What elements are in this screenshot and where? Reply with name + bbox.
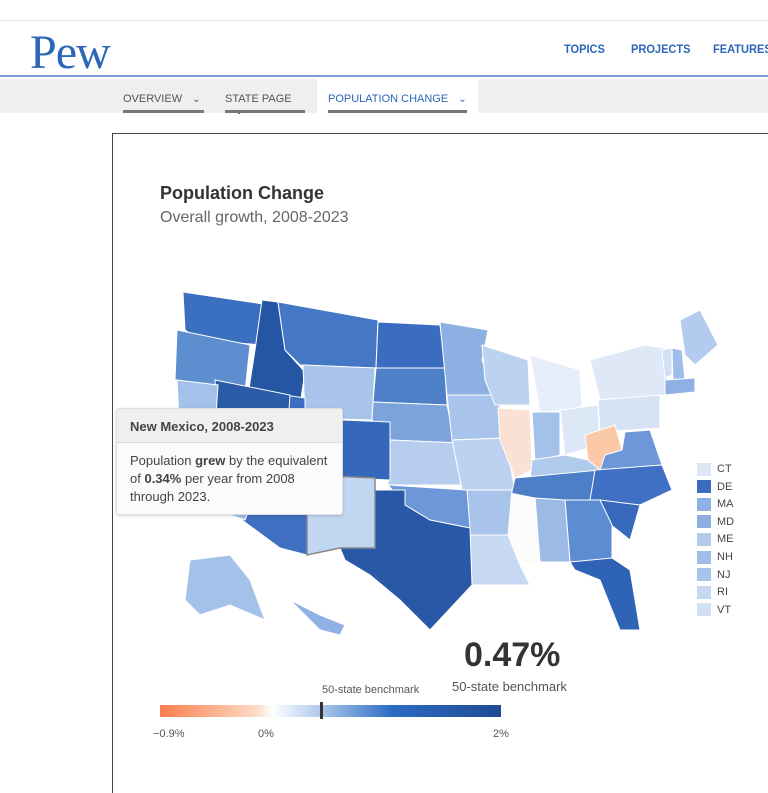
state-ma[interactable] bbox=[664, 377, 696, 396]
legend-item-md[interactable]: MD bbox=[697, 515, 734, 529]
state-ak[interactable] bbox=[184, 554, 266, 621]
scale-min-label: −0.9% bbox=[153, 728, 185, 740]
state-mi[interactable] bbox=[529, 354, 583, 413]
legend-item-de[interactable]: DE bbox=[697, 480, 732, 494]
scale-marker-label: 50-state benchmark bbox=[322, 684, 420, 696]
nav-projects[interactable]: PROJECTS bbox=[631, 42, 691, 56]
color-scale bbox=[160, 705, 501, 717]
legend-swatch bbox=[697, 603, 711, 617]
legend-swatch bbox=[697, 550, 711, 564]
state-in[interactable] bbox=[531, 411, 561, 463]
legend-item-ri[interactable]: RI bbox=[697, 585, 728, 599]
legend-label: VT bbox=[717, 603, 732, 616]
tab-label: STATE PAGE bbox=[225, 93, 292, 105]
state-tooltip: New Mexico, 2008-2023 Population grew by… bbox=[116, 408, 343, 515]
scale-max-label: 2% bbox=[493, 728, 509, 740]
scale-zero-label: 0% bbox=[258, 728, 274, 740]
site-header: Pew TOPICS PROJECTS FEATURES bbox=[0, 21, 768, 79]
tab-label: POPULATION CHANGE bbox=[328, 93, 449, 105]
legend-label: NJ bbox=[717, 568, 731, 581]
chart-title: Population Change bbox=[160, 183, 324, 203]
state-al[interactable] bbox=[534, 497, 571, 563]
benchmark-value: 0.47% bbox=[464, 636, 561, 674]
sub-navigation: OVERVIEW ⌄ STATE PAGE⌄ POPULATION CHANGE ⌄ bbox=[0, 79, 768, 117]
chart-frame bbox=[112, 133, 768, 793]
state-ny[interactable] bbox=[589, 344, 669, 401]
legend-item-me[interactable]: ME bbox=[697, 532, 734, 546]
tooltip-title: New Mexico, 2008-2023 bbox=[117, 409, 342, 443]
state-hi[interactable] bbox=[289, 599, 346, 636]
benchmark-marker bbox=[320, 702, 323, 719]
state-nh[interactable] bbox=[671, 347, 686, 383]
tab-overview[interactable]: OVERVIEW ⌄ bbox=[123, 79, 204, 113]
state-ar[interactable] bbox=[466, 489, 513, 536]
pew-logo[interactable]: Pew bbox=[30, 26, 111, 79]
chart-subtitle: Overall growth, 2008-2023 bbox=[160, 209, 349, 226]
legend-item-vt[interactable]: VT bbox=[697, 603, 731, 617]
legend-swatch bbox=[697, 585, 711, 599]
state-nc[interactable] bbox=[589, 464, 673, 506]
state-nd[interactable] bbox=[375, 321, 446, 369]
tab-label: OVERVIEW bbox=[123, 93, 183, 105]
legend-label: NH bbox=[717, 551, 733, 563]
state-me[interactable] bbox=[679, 309, 719, 366]
legend-swatch bbox=[697, 515, 711, 529]
legend-swatch bbox=[697, 462, 711, 476]
state-vt[interactable] bbox=[661, 347, 673, 379]
state-ga[interactable] bbox=[564, 499, 613, 563]
legend-label: DE bbox=[717, 480, 733, 493]
tab-population-change[interactable]: POPULATION CHANGE ⌄ bbox=[317, 79, 478, 113]
state-mt[interactable] bbox=[277, 301, 379, 369]
state-il[interactable] bbox=[497, 407, 533, 479]
top-divider bbox=[0, 20, 768, 21]
legend-label: MD bbox=[717, 515, 735, 528]
legend-label: MA bbox=[717, 498, 734, 511]
chevron-down-icon: ⌄ bbox=[458, 94, 467, 105]
chevron-down-icon: ⌄ bbox=[192, 94, 201, 105]
legend-item-ma[interactable]: MA bbox=[697, 497, 734, 511]
legend-item-nh[interactable]: NH bbox=[697, 550, 733, 564]
legend-item-nj[interactable]: NJ bbox=[697, 568, 730, 582]
legend-label: CT bbox=[717, 463, 732, 475]
legend-swatch bbox=[697, 497, 711, 511]
legend-swatch bbox=[697, 480, 711, 494]
legend-item-ct[interactable]: CT bbox=[697, 462, 732, 476]
nav-topics[interactable]: TOPICS bbox=[564, 42, 605, 56]
legend-label: ME bbox=[717, 533, 734, 546]
benchmark-label: 50-state benchmark bbox=[452, 679, 567, 694]
state-pa[interactable] bbox=[597, 394, 661, 433]
tooltip-text: Population grew by the equivalent of 0.3… bbox=[130, 453, 328, 504]
legend-swatch bbox=[697, 568, 711, 582]
tab-state-page[interactable]: STATE PAGE⌄ bbox=[225, 79, 305, 117]
state-fl[interactable] bbox=[569, 557, 641, 631]
nav-features[interactable]: FEATURES bbox=[713, 42, 768, 56]
state-wi[interactable] bbox=[481, 344, 531, 406]
legend-swatch bbox=[697, 532, 711, 546]
state-sd[interactable] bbox=[372, 367, 448, 406]
legend-label: RI bbox=[717, 586, 728, 599]
state-co[interactable] bbox=[341, 419, 391, 481]
